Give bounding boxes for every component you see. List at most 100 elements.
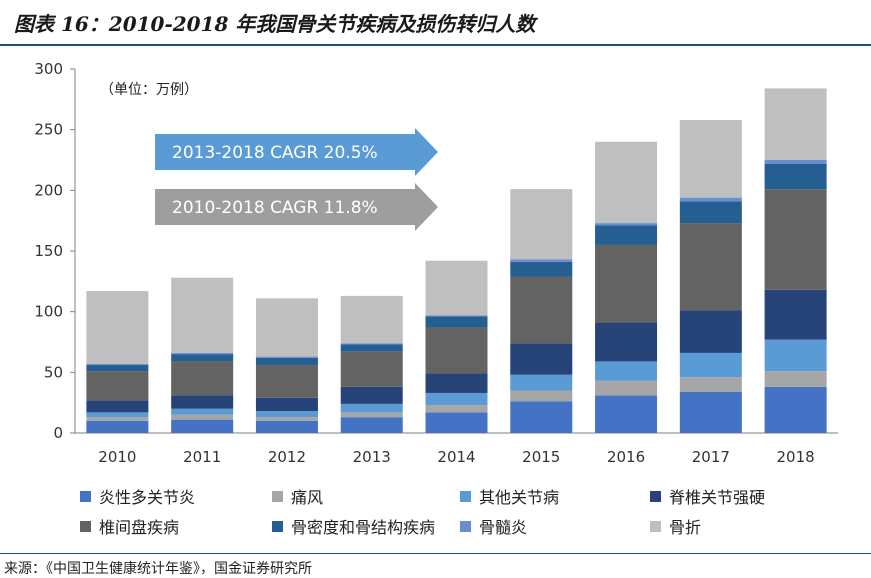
bar-segment-2011-4: [171, 361, 234, 396]
legend-swatch: [650, 490, 661, 502]
y-tick-label: 250: [34, 121, 63, 139]
bar-segment-2014-5: [425, 316, 488, 328]
legend-label: 脊椎关节强硬: [669, 488, 766, 507]
y-tick-label: 100: [34, 303, 63, 321]
x-tick-label-2011: 2011: [183, 448, 221, 466]
legend-label: 其他关节病: [479, 488, 560, 507]
bar-segment-2015-6: [510, 259, 573, 262]
bar-segment-2015-0: [510, 401, 573, 433]
legend-item: 骨髓炎: [460, 514, 527, 538]
y-tick-label: 50: [44, 363, 63, 381]
footer-divider: [0, 553, 871, 554]
bar-segment-2010-6: [86, 363, 149, 366]
cagr-arrow-2: 2010-2018 CAGR 11.8%: [155, 183, 438, 231]
legend-swatch: [650, 520, 661, 532]
bar-segment-2018-3: [764, 289, 827, 340]
x-tick-label-2015: 2015: [522, 448, 560, 466]
legend-swatch: [272, 490, 283, 502]
legend-item: 脊椎关节强硬: [650, 484, 765, 508]
bars: [86, 88, 827, 433]
bar-segment-2012-4: [255, 365, 318, 398]
bar-segment-2013-1: [340, 412, 403, 418]
cagr-arrow-1: 2013-2018 CAGR 20.5%: [155, 128, 438, 176]
cagr-arrow-1-label: 2013-2018 CAGR 20.5%: [172, 143, 378, 163]
y-tick-label: 200: [34, 181, 63, 199]
bar-segment-2010-7: [86, 291, 149, 364]
legend-label: 炎性多关节炎: [99, 488, 196, 507]
bar-segment-2014-0: [425, 412, 488, 433]
bar-segment-2018-2: [764, 339, 827, 372]
bar-segment-2017-5: [679, 201, 742, 224]
bar-segment-2016-1: [595, 380, 658, 396]
bar-segment-2015-7: [510, 189, 573, 260]
bar-segment-2018-1: [764, 371, 827, 387]
bar-segment-2011-7: [171, 277, 234, 353]
title-bar: 图表 16：2010-2018 年我国骨关节疾病及损伤转归人数: [0, 0, 871, 42]
legend-item: 椎间盘疾病: [80, 514, 179, 538]
bar-segment-2015-4: [510, 276, 573, 344]
cagr-arrow-1-shape: [155, 128, 438, 176]
bar-segment-2016-4: [595, 244, 658, 323]
bar-segment-2012-7: [255, 298, 318, 357]
cagr-arrow-2-label: 2010-2018 CAGR 11.8%: [172, 198, 378, 218]
bar-segment-2016-3: [595, 322, 658, 362]
bar-segment-2014-1: [425, 405, 488, 413]
bar-segment-2012-3: [255, 397, 318, 412]
source-note: 来源：《中国卫生健康统计年鉴》，国金证券研究所: [4, 561, 312, 577]
bar-segment-2011-6: [171, 352, 234, 355]
legend: 炎性多关节炎 痛风 其他关节病 脊椎关节强硬 椎间盘疾病 骨密度和骨结构疾病 骨髓炎 骨折: [0, 480, 871, 546]
legend-item: 炎性多关节炎: [80, 484, 195, 508]
bar-segment-2014-7: [425, 260, 488, 316]
bar-segment-2011-3: [171, 395, 234, 409]
stacked-bar-chart: 0 50 100 150 200 250 300 2010 2011 2012 2013 2014 20…: [34, 60, 838, 466]
bar-segment-2016-5: [595, 225, 658, 245]
cagr-arrow-2-shape: [155, 183, 438, 231]
bar-segment-2012-5: [255, 357, 318, 366]
bar-segment-2016-2: [595, 361, 658, 381]
bar-segment-2015-1: [510, 390, 573, 402]
legend-swatch: [460, 490, 471, 502]
bar-segment-2010-5: [86, 365, 149, 372]
x-tick-label-2017: 2017: [692, 448, 730, 466]
legend-swatch: [80, 520, 91, 532]
legend-label: 骨密度和骨结构疾病: [291, 518, 436, 537]
bar-segment-2013-7: [340, 295, 403, 344]
y-tick-label: 0: [53, 424, 63, 442]
bar-segment-2013-6: [340, 343, 403, 345]
legend-swatch: [272, 520, 283, 532]
x-tick-label-2014: 2014: [437, 448, 475, 466]
bar-segment-2012-1: [255, 417, 318, 421]
bar-segment-2012-2: [255, 411, 318, 418]
bar-segment-2015-5: [510, 261, 573, 277]
bar-segment-2015-2: [510, 374, 573, 391]
legend-label: 痛风: [291, 488, 324, 507]
bar-segment-2013-4: [340, 351, 403, 387]
bar-segment-2016-7: [595, 141, 658, 224]
bar-segment-2017-0: [679, 391, 742, 433]
x-tick-label-2018: 2018: [777, 448, 815, 466]
bar-segment-2017-2: [679, 352, 742, 378]
bar-segment-2018-0: [764, 386, 827, 433]
bar-segment-2017-7: [679, 119, 742, 198]
legend-swatch: [460, 520, 471, 532]
bar-segment-2011-5: [171, 354, 234, 362]
chart-title: 图表 16：2010-2018 年我国骨关节疾病及损伤转归人数: [14, 12, 536, 36]
bar-segment-2017-4: [679, 223, 742, 311]
bar-segment-2014-4: [425, 327, 488, 374]
legend-swatch: [80, 490, 91, 502]
legend-item: 骨密度和骨结构疾病: [272, 514, 435, 538]
bar-segment-2018-5: [764, 163, 827, 190]
y-tick-label: 150: [34, 242, 63, 260]
x-tick-label-2013: 2013: [353, 448, 391, 466]
x-tick-label-2016: 2016: [607, 448, 645, 466]
bar-segment-2014-2: [425, 392, 488, 406]
bar-segment-2018-7: [764, 88, 827, 160]
bar-segment-2010-0: [86, 420, 149, 433]
bar-segment-2018-6: [764, 160, 827, 164]
bar-segment-2013-3: [340, 386, 403, 404]
bar-segment-2010-3: [86, 400, 149, 413]
x-tick-label-2012: 2012: [268, 448, 306, 466]
bar-segment-2010-2: [86, 412, 149, 418]
bar-segment-2017-6: [679, 197, 742, 202]
bar-segment-2014-3: [425, 373, 488, 393]
